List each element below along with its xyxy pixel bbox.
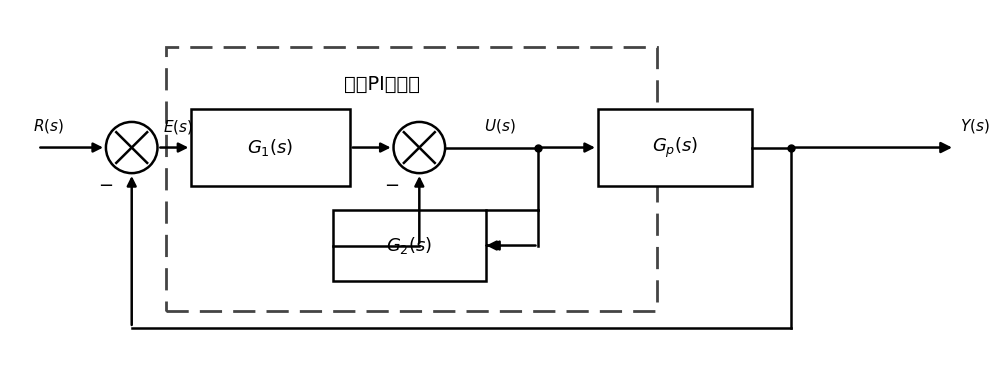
Text: $G_1(s)$: $G_1(s)$: [247, 137, 294, 158]
Text: $E(s)$: $E(s)$: [163, 118, 194, 136]
Text: 预测PI控制器: 预测PI控制器: [344, 75, 420, 94]
Circle shape: [394, 122, 445, 173]
Bar: [191, 109, 350, 186]
Text: $G_2(s)$: $G_2(s)$: [386, 235, 433, 256]
Text: $Y(s)$: $Y(s)$: [960, 117, 990, 135]
Text: $R(s)$: $R(s)$: [33, 117, 64, 135]
Circle shape: [106, 122, 157, 173]
Text: $U(s)$: $U(s)$: [484, 117, 515, 135]
Text: $-$: $-$: [98, 175, 113, 193]
Bar: [333, 210, 486, 281]
Bar: [598, 109, 752, 186]
Bar: [166, 47, 657, 311]
Text: $-$: $-$: [384, 175, 399, 193]
Text: $G_p(s)$: $G_p(s)$: [652, 135, 698, 160]
